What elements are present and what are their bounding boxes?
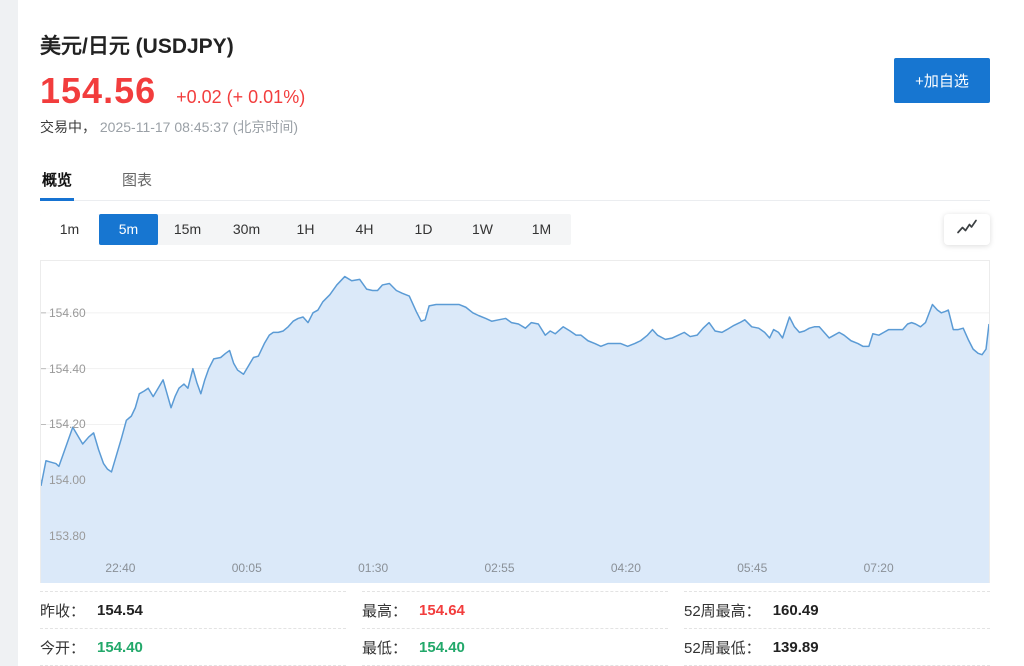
stat-prev-close: 昨收： 154.54 [40,591,346,628]
x-axis-label: 00:05 [231,561,262,575]
stat-label-wk52-low: 52周最低： [684,639,761,657]
stat-label-wk52-high: 52周最高： [684,602,761,620]
interval-5m[interactable]: 5m [99,213,158,245]
stats-column-1: 昨收： 154.54 今开： 154.40 [40,591,346,666]
stat-wk52-low: 52周最低： 139.89 [684,628,990,666]
stat-label-prev-close: 昨收： [40,602,86,620]
interval-1h[interactable]: 1H [276,214,335,245]
stat-label-low: 最低： [362,639,408,657]
x-axis-label: 07:20 [863,561,894,575]
trading-status: 交易中， [40,119,96,135]
chart-type-button[interactable] [944,213,990,245]
page-left-gutter [0,0,18,666]
chart-canvas [41,275,989,583]
y-axis-label: 154.40 [49,361,86,376]
status-row: 交易中， 2025-11-17 08:45:37 (北京时间) [40,117,990,137]
stat-high: 最高： 154.64 [362,591,668,628]
stats-column-2: 最高： 154.64 最低： 154.40 [362,591,668,666]
quote-timestamp: 2025-11-17 08:45:37 [99,119,229,135]
instrument-title: 美元/日元 (USDJPY) [40,35,234,58]
stat-low: 最低： 154.40 [362,628,668,666]
interval-1m[interactable]: 1M [512,214,571,245]
interval-1d[interactable]: 1D [394,214,453,245]
price-block: 154.56 +0.02 (+ 0.01%) [40,73,990,109]
line-chart-icon [956,219,978,239]
tab-chart[interactable]: 图表 [122,172,153,189]
stat-value-wk52-low: 139.89 [772,638,819,656]
stats-grid: 昨收： 154.54 今开： 154.40 最高： 154.64 最低： 154.40 52周最… [40,591,990,666]
y-axis-label: 154.00 [49,473,86,488]
interval-4h[interactable]: 4H [335,214,394,245]
x-axis-label: 02:55 [484,561,515,575]
interval-15m[interactable]: 15m [158,214,217,245]
interval-group: 1m 5m 15m 30m 1H 4H 1D 1W 1M [40,213,571,245]
stat-value-low: 154.40 [419,638,465,656]
interval-1m[interactable]: 1m [40,213,99,245]
y-axis-label: 154.60 [49,305,86,320]
chart-toolbar: 1m 5m 15m 30m 1H 4H 1D 1W 1M [40,213,990,245]
tab-bar: 概览 图表 [40,160,990,201]
quote-page: 美元/日元 (USDJPY) +加自选 154.56 +0.02 (+ 0.01… [18,0,1024,666]
x-axis-label: 05:45 [737,561,768,575]
y-axis-label: 153.80 [49,529,86,544]
stat-value-high: 154.64 [419,601,465,619]
current-price: 154.56 [40,70,157,111]
stat-value-wk52-high: 160.49 [772,601,819,619]
stat-label-high: 最高： [362,602,408,620]
stat-open: 今开： 154.40 [40,628,346,666]
timezone-note: (北京时间) [232,119,299,135]
add-watchlist-button[interactable]: +加自选 [894,58,990,103]
x-axis-label: 04:20 [610,561,641,575]
stat-wk52-high: 52周最高： 160.49 [684,591,990,628]
stat-value-prev-close: 154.54 [97,601,143,619]
y-axis-label: 154.20 [49,417,86,432]
stat-label-open: 今开： [40,639,86,657]
price-chart[interactable]: 154.60 154.40 154.20 154.00 153.80 22:40 00:05… [40,260,990,583]
stats-column-3: 52周最高： 160.49 52周最低： 139.89 [684,591,990,666]
interval-1w[interactable]: 1W [453,214,512,245]
interval-30m[interactable]: 30m [217,214,276,245]
x-axis-label: 22:40 [105,561,136,575]
x-axis-label: 01:30 [358,561,389,575]
price-change: +0.02 (+ 0.01%) [176,87,306,107]
tab-overview[interactable]: 概览 [40,160,75,201]
stat-value-open: 154.40 [97,638,143,656]
